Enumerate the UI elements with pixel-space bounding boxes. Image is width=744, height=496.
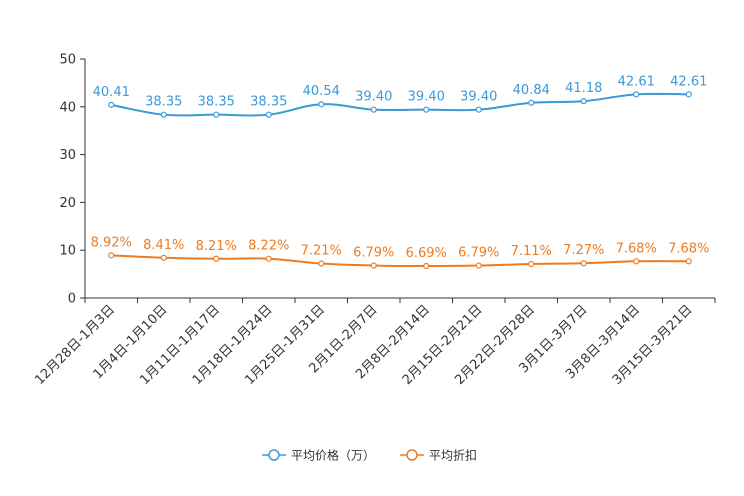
data-label: 42.61: [618, 74, 655, 89]
y-tick-label: 50: [59, 53, 76, 68]
y-tick-label: 0: [68, 292, 76, 307]
data-label: 38.35: [198, 95, 235, 110]
data-label: 7.27%: [563, 243, 604, 258]
data-label: 39.40: [408, 90, 445, 105]
data-label: 42.61: [670, 74, 707, 89]
y-tick-label: 20: [59, 196, 76, 211]
data-point: [423, 262, 430, 270]
legend-label: 平均价格（万）: [291, 448, 375, 463]
legend-item-1[interactable]: 平均价格（万）: [262, 448, 375, 463]
data-label: 40.41: [93, 85, 130, 100]
data-point: [108, 252, 115, 259]
data-label: 6.79%: [458, 246, 499, 261]
data-label: 6.69%: [406, 246, 447, 261]
series-2: 8.92% 8.41% 8.21% 8.22% 7.21% 6.79% 6.69% 6.79%…: [91, 235, 709, 270]
data-label: 7.68%: [616, 241, 657, 256]
data-point: [475, 262, 482, 269]
data-label: 40.84: [513, 83, 550, 98]
data-point: [528, 260, 535, 268]
y-tick-label: 30: [59, 148, 76, 163]
data-point: [528, 99, 535, 106]
data-point: [160, 111, 167, 118]
series-layer: 40.41 38.35 38.35 38.35 40.54 39.40 39.40 39.40…: [91, 74, 709, 270]
y-tick-label: 40: [59, 100, 76, 115]
series-1: 40.41 38.35 38.35 38.35 40.54 39.40 39.40 39.40…: [93, 74, 707, 118]
data-label: 8.92%: [91, 235, 132, 250]
data-label: 41.18: [565, 81, 602, 96]
legend-marker-icon: [268, 449, 280, 461]
data-label: 39.40: [460, 90, 497, 105]
data-point: [685, 258, 692, 265]
data-label: 8.22%: [248, 239, 289, 254]
data-point: [370, 262, 377, 269]
data-point: [160, 254, 167, 261]
data-point: [370, 106, 377, 113]
data-label: 7.68%: [668, 241, 709, 256]
data-point: [213, 111, 220, 118]
data-point: [685, 91, 692, 98]
data-label: 39.40: [355, 90, 392, 105]
data-point: [633, 91, 640, 98]
data-label: 38.35: [145, 95, 182, 110]
legend-label: 平均折扣: [429, 448, 477, 463]
legend-marker-icon: [406, 449, 418, 461]
data-label: 8.41%: [143, 238, 184, 253]
legend[interactable]: 平均价格（万） 平均折扣: [262, 448, 477, 463]
data-label: 6.79%: [353, 246, 394, 261]
data-point: [213, 255, 220, 262]
data-point: [318, 260, 325, 267]
data-point: [265, 255, 272, 262]
data-point: [265, 111, 272, 118]
series-line: [111, 92, 689, 117]
data-label: 7.11%: [511, 244, 552, 259]
series-line: [111, 254, 689, 268]
data-point: [475, 106, 482, 113]
data-label: 40.54: [303, 84, 340, 99]
data-point: [108, 101, 115, 108]
data-point: [633, 258, 640, 265]
data-point: [423, 106, 430, 113]
data-point: [318, 101, 325, 108]
data-label: 7.21%: [301, 244, 342, 259]
data-point: [580, 260, 587, 267]
legend-item-2[interactable]: 平均折扣: [400, 448, 477, 463]
data-label: 38.35: [250, 95, 287, 110]
data-point: [580, 98, 587, 105]
y-tick-label: 10: [59, 244, 76, 259]
data-label: 8.21%: [196, 239, 237, 254]
